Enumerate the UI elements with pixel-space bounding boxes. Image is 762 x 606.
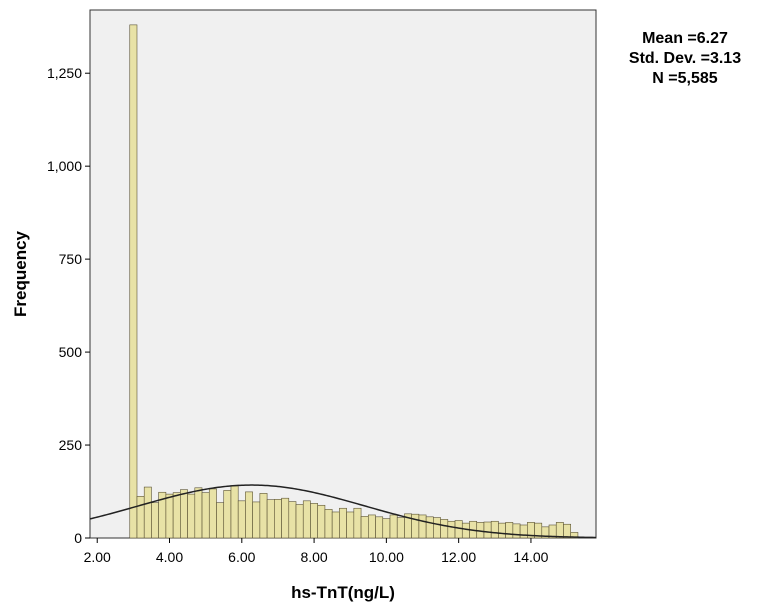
- histogram-bar: [375, 516, 384, 539]
- y-tick-label: 1,250: [47, 65, 82, 81]
- histogram-bar: [483, 521, 492, 539]
- histogram-bar: [237, 500, 246, 539]
- plot-area: [89, 9, 597, 539]
- histogram-bar: [295, 504, 304, 539]
- stats-std-dev: Std. Dev. =3.13: [629, 50, 741, 67]
- histogram-bar: [454, 520, 463, 539]
- histogram-bar: [331, 511, 340, 539]
- histogram-bar: [223, 490, 232, 539]
- stats-n: N =5,585: [652, 70, 717, 87]
- histogram-bar: [165, 493, 174, 539]
- histogram-bar: [563, 523, 571, 539]
- y-tick-label: 250: [59, 437, 83, 453]
- histogram-bars: [129, 24, 579, 539]
- histogram-bar: [266, 499, 275, 539]
- histogram-bar: [498, 522, 506, 539]
- histogram-bar: [230, 485, 239, 539]
- histogram-bar: [555, 522, 564, 539]
- histogram-bar: [129, 24, 138, 539]
- histogram-bar: [505, 522, 514, 539]
- histogram-bar: [136, 496, 145, 539]
- x-tick-label: 12.00: [441, 549, 476, 565]
- histogram-bar: [382, 518, 391, 539]
- histogram-bar: [216, 502, 225, 539]
- y-tick-label: 500: [59, 344, 83, 360]
- histogram-bar: [208, 488, 217, 539]
- histogram-bar: [310, 503, 319, 539]
- histogram-bar: [194, 487, 203, 539]
- histogram-bar: [490, 520, 499, 539]
- histogram-bar: [274, 499, 282, 539]
- histogram-bar: [367, 514, 376, 539]
- histogram-bar: [512, 523, 521, 539]
- histogram-bar: [302, 500, 311, 539]
- histogram-bar: [259, 493, 268, 539]
- histogram-bar: [418, 514, 427, 539]
- histogram-bar: [360, 516, 369, 539]
- x-axis-ticks: 2.00 4.00 6.00 8.00 10.00 12.00 14.00: [84, 538, 549, 565]
- histogram-bar: [281, 497, 290, 539]
- x-tick-label: 4.00: [156, 549, 183, 565]
- histogram-bar: [411, 513, 420, 539]
- histogram-bar: [440, 519, 449, 539]
- histogram-bar: [180, 489, 188, 539]
- histogram-bar: [396, 517, 405, 539]
- histogram-bar: [172, 492, 181, 539]
- histogram-bar: [461, 522, 470, 539]
- histogram-bar: [346, 511, 355, 539]
- histogram-bar: [519, 524, 528, 539]
- x-axis-title: hs-TnT(ng/L): [291, 583, 395, 602]
- x-tick-label: 2.00: [84, 549, 111, 565]
- histogram-bar: [252, 501, 261, 539]
- y-axis-ticks: 0 250 500 750 1,000 1,250: [47, 65, 90, 546]
- x-tick-label: 6.00: [228, 549, 255, 565]
- histogram-bar: [324, 509, 333, 539]
- y-tick-label: 1,000: [47, 158, 82, 174]
- histogram-bar: [433, 517, 441, 539]
- histogram-bar: [570, 532, 579, 539]
- y-tick-label: 750: [59, 251, 83, 267]
- histogram-bar: [143, 486, 152, 539]
- histogram-bar: [339, 507, 347, 539]
- x-tick-label: 14.00: [513, 549, 548, 565]
- histogram-bar: [187, 493, 196, 539]
- histogram-bar: [317, 504, 326, 539]
- histogram-bar: [151, 502, 159, 539]
- histogram-bar: [447, 520, 456, 539]
- histogram-bar: [245, 491, 253, 539]
- histogram-bar: [288, 501, 297, 539]
- x-tick-label: 8.00: [300, 549, 327, 565]
- histogram-bar: [425, 516, 434, 539]
- stats-mean: Mean =6.27: [642, 30, 728, 47]
- histogram-bar: [353, 507, 362, 539]
- normal-curve: [89, 484, 597, 539]
- y-axis-title: Frequency: [11, 230, 30, 317]
- x-tick-label: 10.00: [369, 549, 404, 565]
- histogram-bar: [201, 492, 210, 539]
- histogram-bar: [389, 514, 398, 539]
- y-tick-label: 0: [74, 530, 82, 546]
